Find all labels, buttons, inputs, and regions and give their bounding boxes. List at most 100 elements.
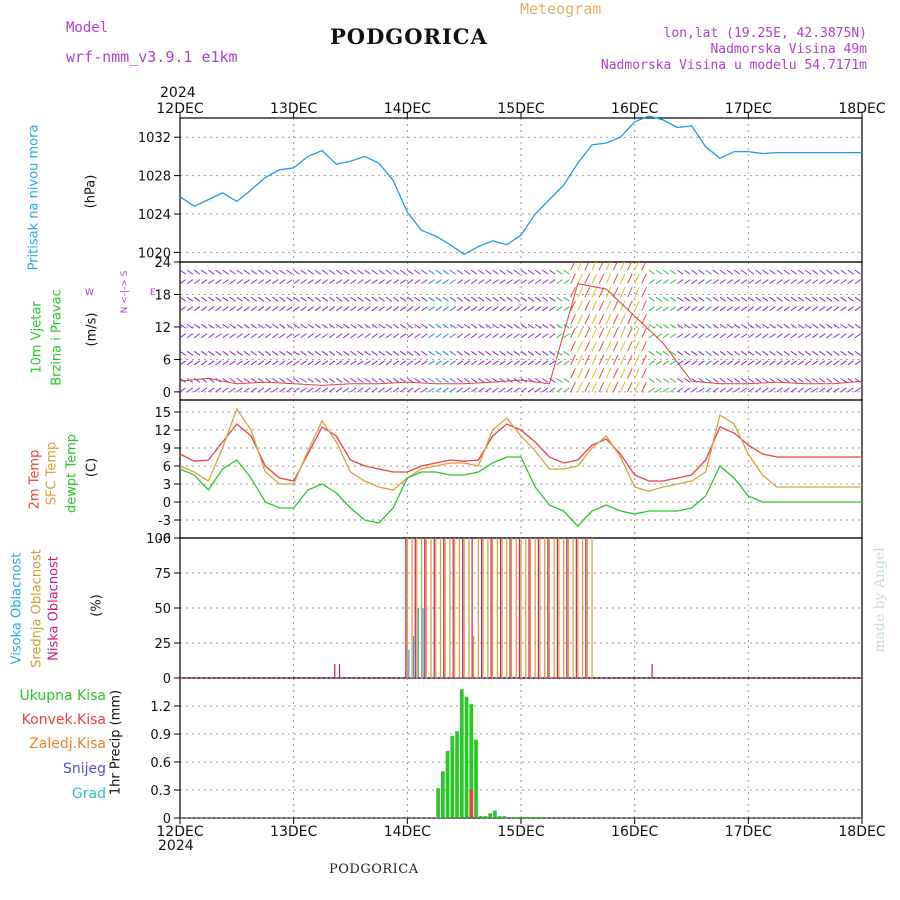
wind-barb [677,269,684,275]
wind-barb [627,262,632,271]
wind-barb [279,377,286,383]
model-elevation-label: Nadmorska Visina u modelu 54.7171m [600,58,867,73]
wind-barb [556,350,563,356]
wind-barb [272,387,279,393]
wind-barb [861,310,862,311]
precip-total-bar [459,689,464,818]
precip-total-bar [440,771,445,818]
wind-barb [698,333,705,339]
wind-barb [428,360,435,366]
wind-barb [840,306,847,312]
wind-barb [180,350,187,356]
wind-barb [314,269,322,275]
wind-barb [286,360,293,366]
wind-barb [321,279,329,285]
wind-barb [328,279,336,285]
wind-barb [669,269,677,275]
wind-barb [797,377,805,383]
y-tick-label: 1024 [138,208,171,223]
wind-barb [307,350,314,356]
panel-frame [179,261,863,401]
wind-barb [719,296,726,302]
wind-barb [534,350,542,356]
wind-barb [321,387,329,393]
wind-barb [385,350,393,356]
wind-barb [392,269,400,275]
wind-barb [513,296,520,302]
wind-barb [492,279,499,285]
wind-barb [605,262,611,271]
wind-barb [293,350,300,356]
wind-barb [584,327,591,338]
x-tick-label-top: 18DEC [838,101,885,117]
year-top: 2024 [160,85,196,101]
wind-barb [378,323,385,329]
wind-barb [797,360,805,366]
x-tick-label-top: 17DEC [725,101,772,117]
wind-barb [612,368,619,379]
precip-total-bar [488,813,493,818]
wind-barb [840,323,847,329]
wind-barb [677,323,684,329]
wind-barb [286,323,293,329]
wind-barb [677,306,684,312]
wind-barb [264,333,272,339]
wind-barb [478,333,485,339]
wind-barb [797,387,805,393]
wind-barb [236,360,243,366]
wind-barb [769,360,776,366]
wind-barb [442,350,449,356]
wind-barb [186,296,194,302]
wind-barb [236,350,243,356]
wind-barb [279,323,286,329]
wind-barb [669,377,677,383]
wind-barb [357,360,364,366]
wind-barb [421,323,428,329]
wind-barb [833,279,840,285]
wind-barb [442,323,449,329]
wind-barb [222,279,229,285]
x-tick-label-top: 14DEC [384,101,431,117]
wind-barb [399,333,407,339]
wind-barb [662,306,670,312]
wind-barb [840,279,847,285]
wind-barb [272,333,279,339]
wind-barb [819,387,826,393]
wind-barb [378,377,385,383]
wind-barb [527,269,535,275]
wind-barb [279,387,286,393]
wind-barb [257,360,265,366]
wind-barb [591,300,598,311]
wind-barb [833,377,840,383]
wind-barb [257,323,265,329]
wind-barb [293,306,300,312]
wind-barb [378,296,385,302]
wind-barb [456,279,464,285]
wind-barb [811,377,819,383]
wind-barb [364,306,371,312]
wind-barb [222,269,229,275]
wind-barb [506,350,513,356]
wind-barb [286,279,293,285]
wind-barb [826,360,833,366]
wind-barb [790,323,797,329]
wind-barb [776,333,783,339]
wind-barb [641,273,647,284]
wind-barb [811,279,819,285]
wind-barb [442,333,449,339]
wind-barb [470,296,478,302]
wind-barb [726,269,734,275]
wind-barb [563,377,570,383]
wind-barb [527,387,535,393]
precip-total-bar [464,696,469,818]
wind-barb [201,296,208,302]
wind-barb [811,387,819,393]
wind-barb [343,306,350,312]
wind-barb [634,300,640,311]
wind-barb [478,360,485,366]
y-tick-label: -6 [158,532,171,547]
precip-total-bar [469,704,474,818]
wind-barb [598,354,605,366]
wind-barb [705,360,712,366]
